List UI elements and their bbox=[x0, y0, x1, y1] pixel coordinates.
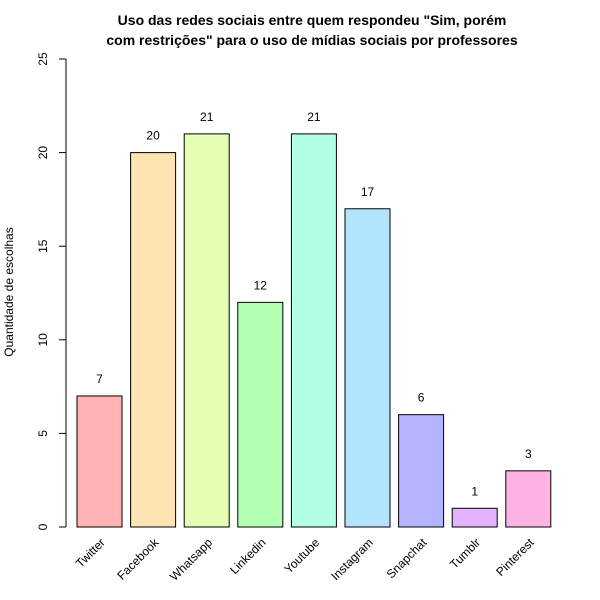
bar-snapchat bbox=[398, 414, 445, 528]
category-label: Snapchat bbox=[384, 535, 430, 581]
data-labels-group: 7 20 21 12 21 17 6 1 3 bbox=[96, 110, 532, 498]
data-label: 21 bbox=[200, 110, 214, 124]
category-label: Linkedin bbox=[227, 535, 269, 577]
data-label: 1 bbox=[471, 484, 478, 498]
data-label: 6 bbox=[418, 391, 425, 405]
bar-whatsapp bbox=[183, 133, 230, 528]
bar-instagram bbox=[344, 208, 391, 528]
category-label: Instagram bbox=[328, 535, 376, 583]
bar-twitter bbox=[76, 395, 123, 528]
bars-group bbox=[76, 133, 552, 528]
chart-title-line-2: com restrições" para o uso de mídias soc… bbox=[106, 32, 517, 48]
y-tick-label: 10 bbox=[36, 333, 50, 347]
data-label: 3 bbox=[525, 447, 532, 461]
y-tick-label: 0 bbox=[36, 523, 50, 530]
category-label: Whatsapp bbox=[167, 535, 215, 583]
y-tick-label: 25 bbox=[36, 52, 50, 66]
category-label: Pinterest bbox=[493, 535, 537, 579]
bar-facebook bbox=[130, 152, 177, 528]
bar-youtube bbox=[290, 133, 337, 528]
category-label: Facebook bbox=[114, 535, 162, 583]
y-tick-label: 15 bbox=[36, 239, 50, 253]
y-axis: 0 5 10 15 20 25 bbox=[36, 52, 67, 530]
category-labels-group: Twitter Facebook Whatsapp Linkedin Youtube In… bbox=[73, 535, 537, 584]
data-label: 20 bbox=[146, 129, 160, 143]
data-label: 17 bbox=[361, 185, 375, 199]
y-tick-label: 20 bbox=[36, 146, 50, 160]
data-label: 7 bbox=[96, 372, 103, 386]
data-label: 12 bbox=[254, 278, 268, 292]
bar-tumblr bbox=[451, 507, 498, 528]
bar-linkedin bbox=[237, 301, 284, 528]
category-label: Twitter bbox=[73, 535, 108, 570]
y-tick-label: 5 bbox=[36, 430, 50, 437]
data-label: 21 bbox=[307, 110, 321, 124]
category-label: Tumblr bbox=[447, 535, 483, 571]
bar-pinterest bbox=[505, 470, 552, 528]
y-axis-label: Quantidade de escolhas bbox=[2, 227, 16, 356]
category-label: Youtube bbox=[282, 535, 323, 576]
chart-title-line-1: Uso das redes sociais entre quem respond… bbox=[118, 12, 507, 28]
